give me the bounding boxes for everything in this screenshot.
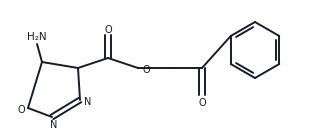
Text: O: O	[198, 98, 206, 108]
Text: N: N	[84, 97, 92, 107]
Text: H₂N: H₂N	[27, 32, 47, 42]
Text: O: O	[142, 65, 150, 75]
Text: O: O	[104, 25, 112, 35]
Text: O: O	[17, 105, 25, 115]
Text: N: N	[50, 120, 58, 130]
